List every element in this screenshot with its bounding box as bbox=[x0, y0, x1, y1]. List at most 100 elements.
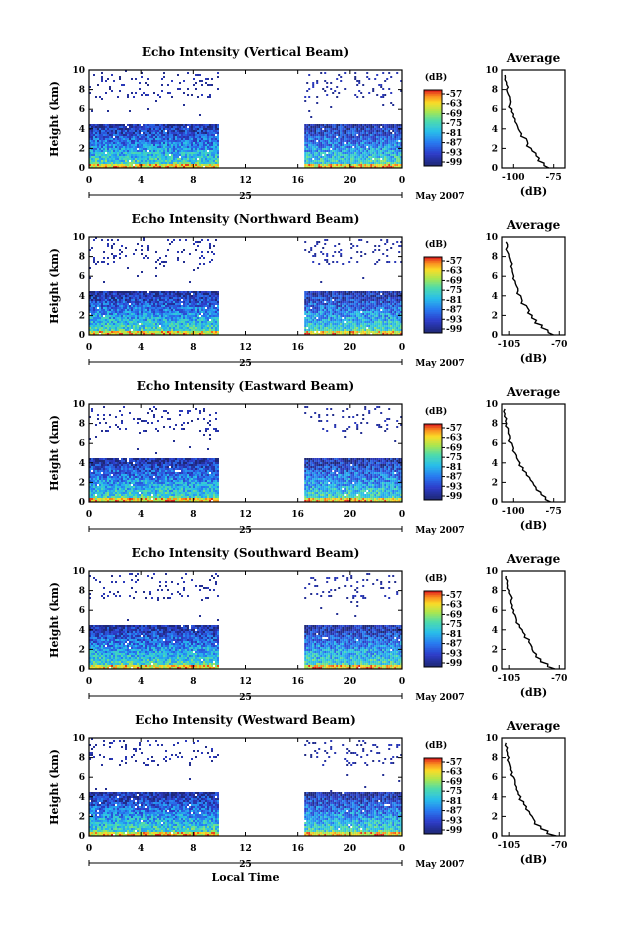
heatmap-cell bbox=[121, 307, 123, 309]
heatmap-cell bbox=[149, 311, 151, 313]
heatmap-cell bbox=[125, 313, 127, 315]
heatmap-cell bbox=[179, 321, 181, 323]
heatmap-cell bbox=[326, 313, 329, 315]
heatmap-cell bbox=[320, 333, 323, 335]
heatmap-cell bbox=[358, 323, 361, 325]
heatmap-cell bbox=[139, 313, 141, 315]
heatmap-cell bbox=[350, 150, 353, 152]
heatmap-cell bbox=[372, 124, 375, 126]
heatmap-cell bbox=[207, 124, 209, 126]
heatmap-cell bbox=[209, 297, 211, 299]
heatmap-cell bbox=[147, 301, 149, 303]
heatmap-cell bbox=[159, 313, 161, 315]
heatmap-cell bbox=[332, 154, 335, 156]
heatmap-cell bbox=[306, 152, 309, 154]
heatmap-cell bbox=[153, 164, 155, 166]
heatmap-cell bbox=[368, 128, 371, 130]
heatmap-cell bbox=[109, 331, 111, 333]
heatmap-cell bbox=[396, 146, 399, 148]
heatmap-cell bbox=[133, 291, 135, 293]
heatmap-cell bbox=[396, 164, 399, 166]
heatmap-cell bbox=[113, 154, 115, 156]
heatmap-cell bbox=[209, 160, 211, 162]
heatmap-cell bbox=[93, 158, 95, 160]
heatmap-cell bbox=[334, 142, 337, 144]
heatmap-cell bbox=[346, 323, 349, 325]
heatmap-cell bbox=[332, 92, 335, 94]
heatmap-cell bbox=[197, 134, 199, 136]
heatmap-cell bbox=[119, 295, 121, 297]
heatmap-cell bbox=[181, 146, 183, 148]
heatmap-cell bbox=[308, 146, 311, 148]
heatmap-cell bbox=[95, 323, 97, 325]
heatmap-cell bbox=[179, 142, 181, 144]
heatmap-cell bbox=[155, 307, 157, 309]
heatmap-cell bbox=[211, 166, 213, 168]
heatmap-cell bbox=[105, 327, 107, 329]
heatmap-cell bbox=[139, 293, 141, 295]
heatmap-cell bbox=[330, 309, 333, 311]
heatmap-cell bbox=[304, 299, 307, 301]
heatmap-cell bbox=[153, 297, 155, 299]
heatmap-cell bbox=[336, 124, 339, 126]
heatmap-cell bbox=[209, 154, 211, 156]
heatmap-cell bbox=[109, 140, 111, 142]
heatmap-cell bbox=[320, 128, 323, 130]
heatmap-cell bbox=[195, 327, 197, 329]
heatmap-cell bbox=[139, 327, 141, 329]
heatmap-cell bbox=[131, 333, 133, 335]
heatmap-cell bbox=[320, 281, 323, 283]
heatmap-cell bbox=[117, 146, 119, 148]
heatmap-cell bbox=[103, 321, 105, 323]
heatmap-cell bbox=[163, 291, 165, 293]
heatmap-cell bbox=[107, 132, 109, 134]
heatmap-cell bbox=[189, 130, 191, 132]
heatmap-cell bbox=[111, 150, 113, 152]
heatmap-cell bbox=[354, 148, 357, 150]
heatmap-cell bbox=[139, 295, 141, 297]
heatmap-cell bbox=[336, 293, 339, 295]
heatmap-cell bbox=[161, 317, 163, 319]
heatmap-cell bbox=[151, 301, 153, 303]
heatmap-cell bbox=[167, 140, 169, 142]
heatmap-cell bbox=[143, 331, 145, 333]
heatmap-cell bbox=[380, 96, 383, 98]
heatmap-cell bbox=[105, 126, 107, 128]
heatmap-cell bbox=[352, 134, 355, 136]
heatmap-cell bbox=[209, 142, 211, 144]
heatmap-cell bbox=[171, 301, 173, 303]
heatmap-cell bbox=[153, 307, 155, 309]
heatmap-cell bbox=[127, 319, 129, 321]
heatmap-cell bbox=[338, 162, 341, 164]
heatmap-cell bbox=[217, 299, 219, 301]
heatmap-cell bbox=[99, 154, 101, 156]
heatmap-cell bbox=[356, 166, 359, 168]
heatmap-cell bbox=[125, 70, 127, 72]
heatmap-cell bbox=[153, 166, 155, 168]
heatmap-cell bbox=[139, 307, 141, 309]
heatmap-cell bbox=[384, 160, 387, 162]
heatmap-cell bbox=[125, 152, 127, 154]
heatmap-cell bbox=[348, 128, 351, 130]
heatmap-cell bbox=[352, 162, 355, 164]
heatmap-cell bbox=[93, 291, 95, 293]
heatmap-cell bbox=[316, 305, 319, 307]
heatmap-cell bbox=[384, 156, 387, 158]
heatmap-cell bbox=[211, 315, 213, 317]
heatmap-cell bbox=[376, 138, 379, 140]
heatmap-cell bbox=[133, 323, 135, 325]
heatmap-cell bbox=[153, 156, 155, 158]
heatmap-cell bbox=[346, 130, 349, 132]
heatmap-cell bbox=[127, 321, 129, 323]
heatmap-cell bbox=[99, 317, 101, 319]
heatmap-cell bbox=[318, 325, 321, 327]
heatmap-cell bbox=[165, 333, 167, 335]
heatmap-cell bbox=[211, 259, 213, 261]
heatmap-cell bbox=[342, 315, 345, 317]
heatmap-cell bbox=[203, 124, 205, 126]
heatmap-cell bbox=[356, 130, 359, 132]
heatmap-cell bbox=[191, 142, 193, 144]
heatmap-cell bbox=[207, 152, 209, 154]
heatmap-cell bbox=[350, 327, 353, 329]
heatmap-cell bbox=[163, 160, 165, 162]
